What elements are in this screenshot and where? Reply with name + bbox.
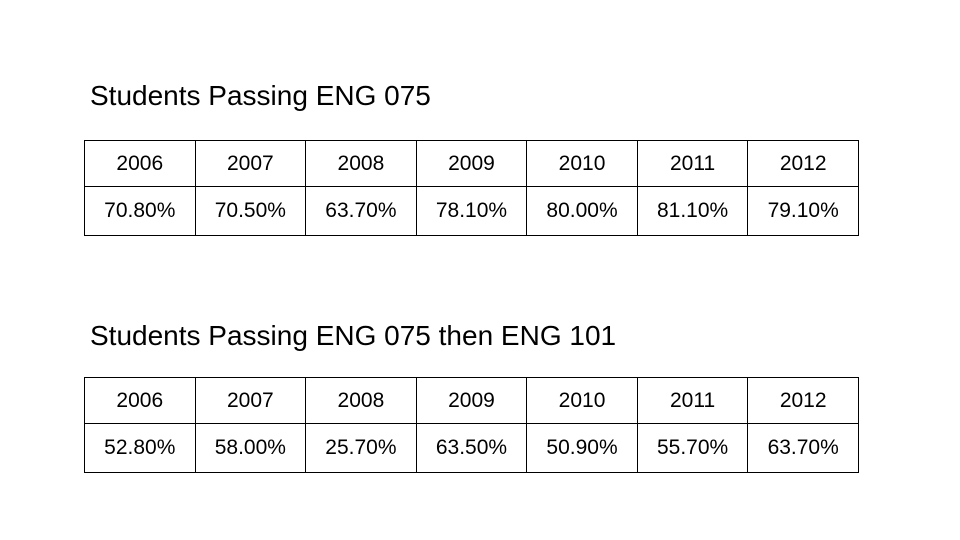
table-row: 2006 2007 2008 2009 2010 2011 2012 — [84, 140, 859, 187]
header-cell: 2009 — [415, 140, 528, 187]
header-cell: 2006 — [84, 377, 196, 424]
value-cell: 78.10% — [415, 186, 528, 236]
value-cell: 79.10% — [747, 186, 859, 236]
table-row: 52.80% 58.00% 25.70% 63.50% 50.90% 55.70% 63.7… — [84, 423, 859, 473]
data-table: 2006 2007 2008 2009 2010 2011 2012 70.80% 70.50%… — [84, 140, 859, 236]
value-cell: 55.70% — [636, 423, 749, 473]
header-cell: 2012 — [747, 140, 859, 187]
value-cell: 63.70% — [305, 186, 417, 236]
header-cell: 2010 — [526, 140, 638, 187]
value-cell: 25.70% — [305, 423, 417, 473]
section-title: Students Passing ENG 075 — [90, 80, 431, 111]
value-cell: 70.50% — [194, 186, 307, 236]
header-cell: 2009 — [415, 377, 528, 424]
header-cell: 2008 — [305, 140, 417, 187]
value-cell: 63.70% — [747, 423, 859, 473]
value-cell: 80.00% — [526, 186, 638, 236]
table-row: 70.80% 70.50% 63.70% 78.10% 80.00% 81.10% 79.1… — [84, 186, 859, 236]
value-cell: 58.00% — [194, 423, 307, 473]
header-cell: 2011 — [636, 140, 749, 187]
header-cell: 2011 — [636, 377, 749, 424]
value-cell: 81.10% — [636, 186, 749, 236]
data-table: 2006 2007 2008 2009 2010 2011 2012 52.80% 58.00%… — [84, 377, 859, 473]
header-cell: 2006 — [84, 140, 196, 187]
header-cell: 2008 — [305, 377, 417, 424]
section-title: Students Passing ENG 075 then ENG 101 — [90, 320, 617, 351]
header-cell: 2012 — [747, 377, 859, 424]
value-cell: 70.80% — [84, 186, 196, 236]
header-cell: 2007 — [194, 140, 307, 187]
header-cell: 2007 — [194, 377, 307, 424]
header-cell: 2010 — [526, 377, 638, 424]
value-cell: 63.50% — [415, 423, 528, 473]
value-cell: 50.90% — [526, 423, 638, 473]
value-cell: 52.80% — [84, 423, 196, 473]
table-row: 2006 2007 2008 2009 2010 2011 2012 — [84, 377, 859, 424]
